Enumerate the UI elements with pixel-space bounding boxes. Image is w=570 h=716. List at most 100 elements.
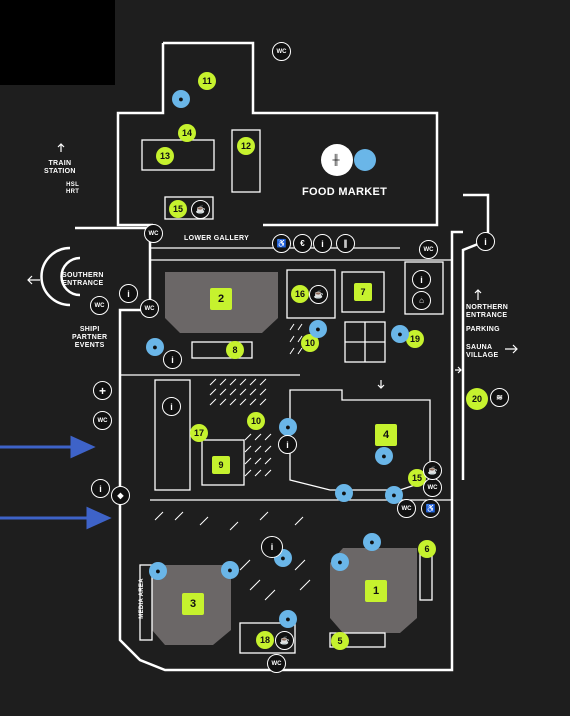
wc-icon[interactable]: WC <box>90 296 109 315</box>
room-16 <box>286 269 336 319</box>
spot-19[interactable]: 19 <box>406 330 424 348</box>
water-drop-icon[interactable]: ● <box>279 610 297 628</box>
water-drop-icon[interactable]: ● <box>149 562 167 580</box>
corner-block <box>0 0 115 85</box>
room-north <box>404 261 444 315</box>
wc-icon[interactable]: WC <box>397 499 416 518</box>
northern-entrance-label: NORTHERN ENTRANCE <box>466 304 509 320</box>
arrow-down-icon <box>377 380 385 389</box>
spot-5[interactable]: 5 <box>331 632 349 650</box>
food-market-label: FOOD MARKET <box>302 186 388 198</box>
water-drop-icon[interactable]: ● <box>146 338 164 356</box>
wall-upper <box>163 41 439 227</box>
wc-icon[interactable]: WC <box>93 411 112 430</box>
water-drop-icon[interactable]: ● <box>331 553 349 571</box>
spot-11[interactable]: 11 <box>198 72 216 90</box>
room-5 <box>329 632 386 648</box>
spot-3[interactable]: 3 <box>182 593 204 615</box>
shipi-label: SHIPI PARTNER EVENTS <box>72 326 108 350</box>
water-drop-icon[interactable]: ● <box>172 90 190 108</box>
euro-icon[interactable]: € <box>293 234 312 253</box>
water-drop-icon[interactable]: ● <box>375 447 393 465</box>
wc-icon[interactable]: WC <box>419 240 438 259</box>
arrow-lower-head <box>86 506 112 530</box>
arrow-upper-head <box>70 435 96 459</box>
spot-1[interactable]: 1 <box>365 580 387 602</box>
wc-icon[interactable]: WC <box>267 654 286 673</box>
sauna-village-label: SAUNA VILLAGE <box>466 344 499 360</box>
spot-16[interactable]: 16 <box>291 285 309 303</box>
media-area-label: MEDIA AREA <box>138 578 145 619</box>
parking-label: PARKING <box>466 326 500 333</box>
info-icon[interactable]: i <box>313 234 332 253</box>
wall-south-entry <box>75 226 152 248</box>
first-aid-icon[interactable]: + <box>93 381 112 400</box>
water-drop-icon[interactable]: ● <box>309 320 327 338</box>
info-icon[interactable]: i <box>278 435 297 454</box>
spot-9[interactable]: 9 <box>212 456 230 474</box>
accessibility-icon[interactable]: ♿ <box>272 234 291 253</box>
room-7 <box>341 271 385 313</box>
room-9 <box>201 439 245 486</box>
spot-15-b[interactable]: 15 <box>408 469 426 487</box>
spot-17[interactable]: 17 <box>190 424 208 442</box>
security-icon[interactable]: ◆ <box>111 486 130 505</box>
info-icon[interactable]: i <box>162 397 181 416</box>
room-18 <box>239 622 296 654</box>
cafe-icon[interactable]: ☕ <box>423 461 442 480</box>
room-12 <box>231 129 261 193</box>
spot-12[interactable]: 12 <box>237 137 255 155</box>
hsl-label: HSL HRT <box>66 182 80 195</box>
arrow-right-icon-2 <box>455 366 462 374</box>
spot-4[interactable]: 4 <box>375 424 397 446</box>
arrow-left-icon <box>27 275 40 285</box>
info-icon[interactable]: i <box>261 536 283 558</box>
water-drop-icon[interactable]: ● <box>221 561 239 579</box>
spot-18[interactable]: 18 <box>256 631 274 649</box>
spot-10-a[interactable]: 10 <box>301 334 319 352</box>
southern-entrance-label: SOUTHERN ENTRANCE <box>62 272 104 288</box>
lower-gallery-label: LOWER GALLERY <box>184 235 250 242</box>
wc-icon[interactable]: WC <box>140 299 159 318</box>
info-icon[interactable]: i <box>163 350 182 369</box>
wc-icon[interactable]: WC <box>272 42 291 61</box>
info-icon[interactable]: i <box>412 270 431 289</box>
southern-entrance-arc-inner <box>60 256 81 297</box>
spot-10-b[interactable]: 10 <box>247 412 265 430</box>
water-drop-icon[interactable]: ● <box>385 486 403 504</box>
left-arrows <box>0 435 112 530</box>
spot-2[interactable]: 2 <box>210 288 232 310</box>
spot-15-a[interactable]: 15 <box>169 200 187 218</box>
media-area-room <box>139 564 153 641</box>
wc-icon[interactable]: WC <box>144 224 163 243</box>
water-drop-icon[interactable]: ● <box>279 418 297 436</box>
room-15 <box>164 196 214 220</box>
spot-13[interactable]: 13 <box>156 147 174 165</box>
water-drop-icon[interactable]: ● <box>363 533 381 551</box>
wc-icon[interactable]: WC <box>423 478 442 497</box>
sauna-icon[interactable]: ≋ <box>490 388 509 407</box>
spot-6[interactable]: 6 <box>418 540 436 558</box>
cutlery-icon: ╫ <box>326 150 346 170</box>
spot-20[interactable]: 20 <box>466 388 488 410</box>
cafe-icon[interactable]: ☕ <box>309 285 328 304</box>
cafe-icon[interactable]: ☕ <box>275 631 294 650</box>
info-icon[interactable]: i <box>119 284 138 303</box>
info-icon[interactable]: i <box>91 479 110 498</box>
wall-upper-left <box>116 43 165 227</box>
cafe-icon[interactable]: ☕ <box>191 200 210 219</box>
spot-7[interactable]: 7 <box>354 283 372 301</box>
room-8 <box>191 341 253 359</box>
accessibility-icon[interactable]: ♿ <box>421 499 440 518</box>
spot-8[interactable]: 8 <box>226 341 244 359</box>
train-station-label: TRAIN STATION <box>44 160 76 176</box>
pause-icon[interactable]: ∥ <box>336 234 355 253</box>
water-drop-icon[interactable]: ● <box>335 484 353 502</box>
food-market-water <box>354 149 376 171</box>
southern-entrance-arc <box>40 246 71 307</box>
spot-14[interactable]: 14 <box>178 124 196 142</box>
water-drop-icon[interactable]: ● <box>391 325 409 343</box>
info-icon[interactable]: i <box>476 232 495 251</box>
hanger-icon[interactable]: ⌂ <box>412 291 431 310</box>
arrow-up-icon <box>57 143 65 152</box>
